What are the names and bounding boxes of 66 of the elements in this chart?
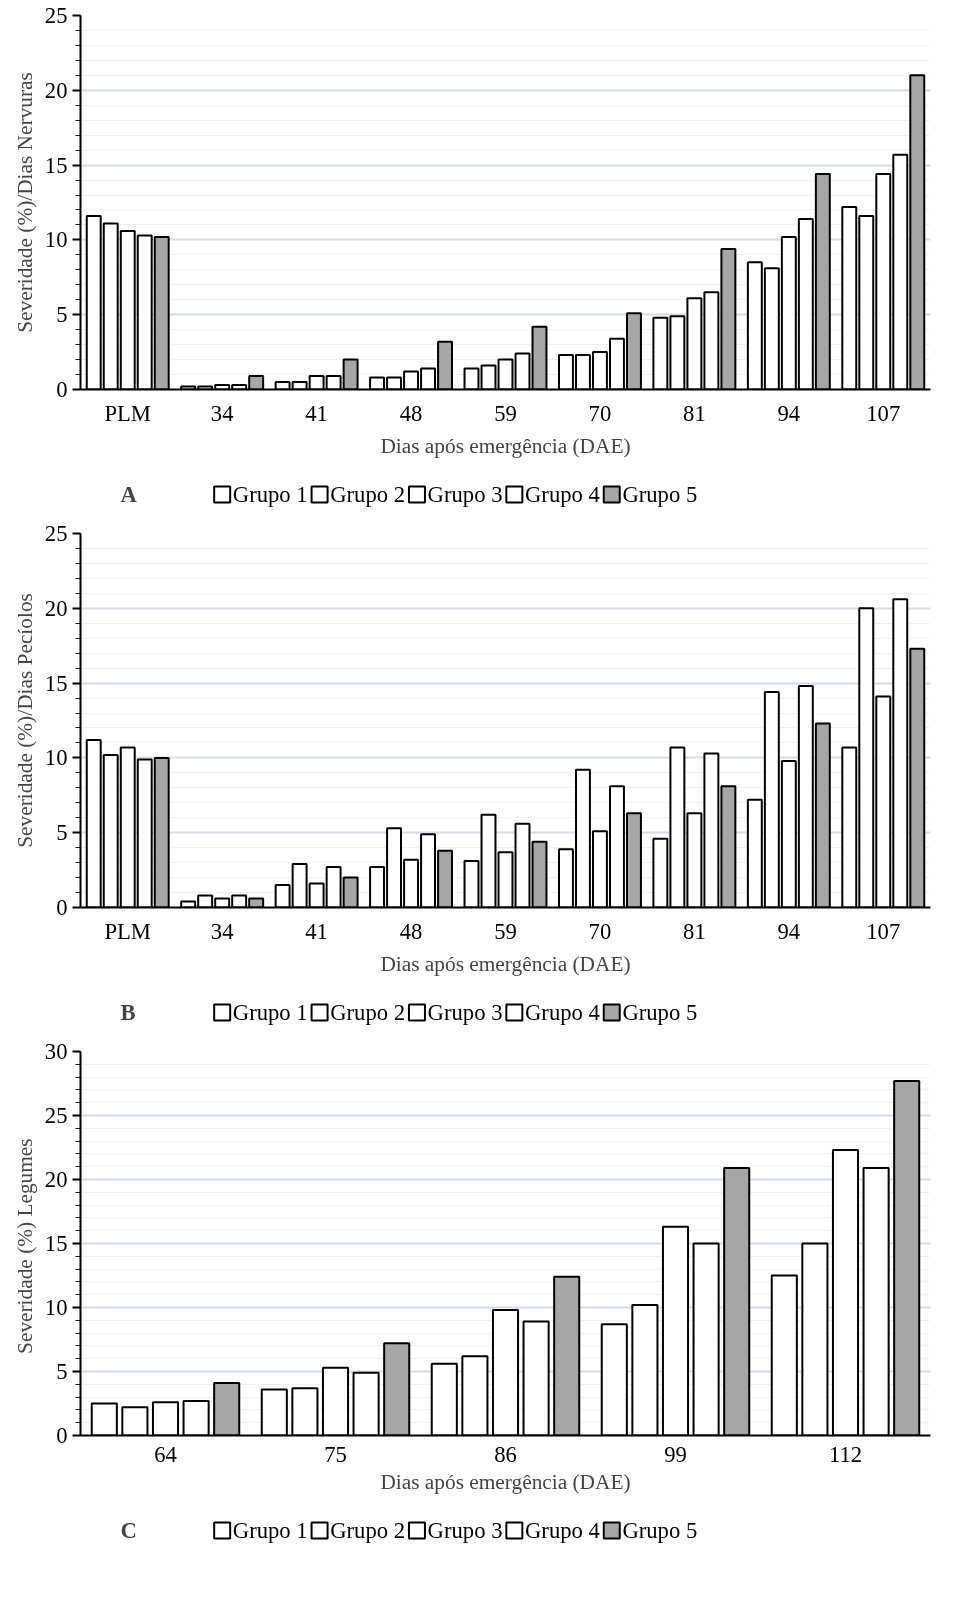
y-tick-label: 30 [44, 1039, 68, 1064]
x-tick-label: 34 [210, 400, 234, 426]
legend-label: Grupo 3 [427, 482, 503, 507]
x-tick-label: 59 [494, 918, 517, 944]
text: B [120, 999, 136, 1025]
text: A [120, 481, 138, 507]
y-tick-label: 10 [44, 227, 68, 253]
x-tick-label: 86 [494, 1441, 517, 1467]
y-axis-title: Severidade (%) Legumes [12, 1138, 37, 1354]
x-tick-label: 107 [866, 918, 901, 944]
y-tick-label: 0 [56, 1423, 68, 1448]
y-tick-label: 5 [56, 1359, 68, 1384]
x-tick-label: 81 [683, 400, 706, 426]
y-tick-label: 25 [44, 3, 68, 28]
x-tick-label: 81 [683, 918, 706, 944]
y-tick-label: 10 [44, 1295, 68, 1320]
x-tick-label: 70 [588, 400, 612, 426]
legend-label: Grupo 1 [232, 482, 308, 507]
text: C [120, 1517, 137, 1543]
y-axis-title: Severidade (%)/Dias Pecíolos [12, 593, 37, 848]
legend-label: Grupo 2 [330, 482, 406, 507]
x-tick-label: 41 [305, 918, 328, 944]
x-tick-label: PLM [104, 918, 152, 944]
y-tick-label: 10 [44, 745, 68, 771]
y-tick-label: 20 [44, 77, 68, 103]
y-tick-label: 5 [56, 302, 68, 328]
legend-label: Grupo 2 [330, 1518, 406, 1543]
x-axis-title: Dias após emergência (DAE) [380, 951, 631, 976]
legend-label: Grupo 4 [524, 1518, 600, 1543]
y-tick-label: 0 [56, 377, 68, 402]
legend-label: Grupo 2 [330, 1000, 406, 1025]
legend-label: Grupo 5 [622, 482, 698, 507]
x-tick-label: 99 [664, 1441, 687, 1467]
x-tick-label: 70 [588, 918, 612, 944]
y-tick-label: 15 [44, 1231, 68, 1256]
x-tick-label: 94 [777, 918, 801, 944]
x-tick-label: 107 [866, 400, 901, 426]
x-tick-label: 41 [305, 400, 328, 426]
y-tick-label: 20 [44, 595, 68, 621]
y-tick-label: 25 [44, 521, 68, 546]
x-tick-label: 75 [324, 1441, 347, 1467]
legend-label: Grupo 5 [622, 1000, 698, 1025]
y-tick-label: 20 [44, 1167, 68, 1192]
y-tick-label: 15 [44, 152, 68, 178]
legend-label: Grupo 4 [524, 1000, 600, 1025]
y-tick-label: 15 [44, 670, 68, 696]
x-axis-title: Dias após emergência (DAE) [380, 433, 631, 458]
y-tick-label: 0 [56, 895, 68, 920]
legend-label: Grupo 3 [427, 1000, 503, 1025]
legend-label: Grupo 4 [524, 482, 600, 507]
y-tick-label: 25 [44, 1103, 68, 1128]
y-tick-label: 5 [56, 820, 68, 846]
legend-label: Grupo 5 [622, 1518, 698, 1543]
x-tick-label: PLM [104, 400, 152, 426]
x-tick-label: 94 [777, 400, 801, 426]
x-tick-label: 112 [828, 1441, 863, 1467]
x-tick-label: 34 [210, 918, 234, 944]
x-tick-label: 48 [399, 918, 423, 944]
legend-label: Grupo 1 [232, 1000, 308, 1025]
y-axis-title: Severidade (%)/Dias Nervuras [12, 72, 37, 333]
legend-label: Grupo 3 [427, 1518, 503, 1543]
x-axis-title: Dias após emergência (DAE) [380, 1469, 631, 1494]
legend-label: Grupo 1 [232, 1518, 308, 1543]
x-tick-label: 59 [494, 400, 517, 426]
x-tick-label: 64 [154, 1441, 177, 1467]
x-tick-label: 48 [399, 400, 423, 426]
